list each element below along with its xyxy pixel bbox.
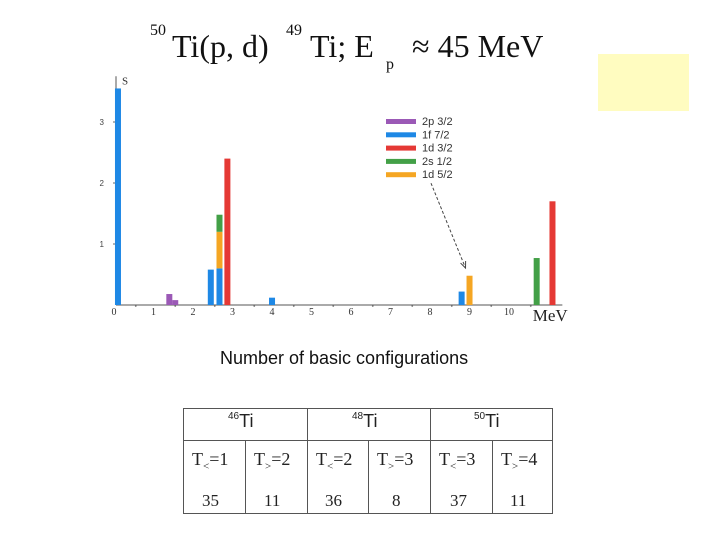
configuration-table: 46Ti 48Ti 50Ti T<=1 T>=2 T<=2 T>=3 T<=3 … bbox=[183, 408, 553, 514]
bar-1f-7-2 bbox=[216, 268, 223, 305]
spectroscopic-factor-chart: S 1 2 3 0 1 2 3 4 5 6 7 8 9 10 MeV 2p 3/21f 7/2 1d 3/22s … bbox=[100, 75, 569, 325]
bar-1f-7-2 bbox=[207, 269, 214, 305]
bar-1f-7-2 bbox=[458, 291, 465, 305]
x-tick-label: 8 bbox=[428, 307, 433, 318]
legend-label: 2p 3/2 bbox=[422, 116, 453, 128]
title-nucleus: Ti; E bbox=[310, 28, 374, 64]
x-unit-label: MeV bbox=[533, 306, 569, 325]
legend-swatch bbox=[386, 158, 416, 164]
bar-1f-7-2 bbox=[114, 88, 121, 305]
title-mass-a: 50 bbox=[150, 22, 166, 39]
x-tick-label: 2 bbox=[191, 307, 196, 318]
bar-1d-5-2 bbox=[466, 275, 473, 305]
table-divider bbox=[245, 440, 246, 513]
bar-2p-3-2 bbox=[166, 294, 173, 305]
table-divider bbox=[430, 409, 431, 513]
bar-1d-3-2 bbox=[224, 158, 231, 305]
x-minor-tick bbox=[450, 305, 453, 307]
title-mass-b: 49 bbox=[286, 22, 302, 39]
x-minor-tick bbox=[213, 305, 216, 307]
legend-swatch bbox=[386, 119, 416, 124]
x-tick-label: 6 bbox=[349, 307, 354, 318]
bar-2s-1-2 bbox=[216, 214, 223, 232]
x-tick-label: 0 bbox=[112, 307, 117, 318]
title-subscript: p bbox=[386, 56, 394, 73]
x-tick-label: 1 bbox=[151, 307, 156, 318]
y-tick-label: 1 bbox=[100, 240, 105, 249]
nucleus-header: 50Ti bbox=[474, 411, 500, 431]
bar-1f-7-2 bbox=[269, 297, 276, 305]
x-tick-label: 5 bbox=[309, 307, 314, 318]
x-minor-tick bbox=[253, 305, 256, 307]
annotation-arrow bbox=[430, 183, 466, 269]
legend-swatch bbox=[386, 172, 416, 178]
legend-label: 1f 7/2 bbox=[422, 129, 450, 141]
isospin-label: T<=1 bbox=[192, 449, 229, 473]
configuration-count: 11 bbox=[264, 491, 281, 510]
configuration-count: 36 bbox=[325, 491, 342, 510]
x-minor-tick bbox=[292, 305, 295, 307]
y-tick-label: 2 bbox=[100, 179, 105, 188]
bar-1d-3-2 bbox=[549, 201, 556, 305]
x-minor-tick bbox=[134, 305, 137, 307]
x-tick-label: 4 bbox=[270, 307, 275, 318]
highlight-box bbox=[598, 54, 689, 111]
annotation-arrowhead bbox=[460, 260, 467, 270]
isospin-label: T<=2 bbox=[316, 449, 353, 473]
configuration-count: 37 bbox=[450, 491, 467, 510]
bar-1d-5-2 bbox=[216, 231, 223, 269]
table-divider bbox=[368, 440, 369, 513]
table-caption: Number of basic configurations bbox=[220, 348, 469, 368]
nucleus-header: 48Ti bbox=[352, 411, 378, 431]
isospin-label: T>=4 bbox=[501, 449, 538, 473]
x-minor-tick bbox=[411, 305, 414, 307]
x-tick-label: 9 bbox=[467, 307, 472, 318]
configuration-count: 35 bbox=[202, 491, 219, 510]
legend-label: 1d 3/2 bbox=[422, 143, 453, 155]
legend-swatch bbox=[386, 145, 416, 151]
x-tick-label: 3 bbox=[230, 307, 235, 318]
title-reaction: Ti(p, d) bbox=[172, 28, 269, 64]
configuration-count: 8 bbox=[392, 491, 401, 510]
table-divider bbox=[492, 440, 493, 513]
x-minor-tick bbox=[332, 305, 335, 307]
nucleus-header: 46Ti bbox=[228, 411, 254, 431]
bar-2s-1-2 bbox=[533, 258, 540, 305]
y-axis-label: S bbox=[122, 75, 128, 87]
x-minor-tick bbox=[371, 305, 374, 307]
chart-title: 50 Ti(p, d) 49 Ti; E p ≈ 45 MeV bbox=[150, 14, 580, 74]
legend-swatch bbox=[386, 132, 416, 138]
x-tick-label: 10 bbox=[504, 307, 514, 318]
legend-label: 1d 5/2 bbox=[422, 169, 453, 181]
x-minor-tick bbox=[529, 305, 532, 307]
configuration-count: 11 bbox=[510, 491, 527, 510]
legend-label: 2s 1/2 bbox=[422, 156, 452, 168]
x-minor-tick bbox=[174, 305, 177, 307]
bar-2p-3-2 bbox=[172, 300, 179, 305]
y-tick-label: 3 bbox=[100, 118, 105, 127]
isospin-label: T>=3 bbox=[377, 449, 414, 473]
isospin-label: T<=3 bbox=[439, 449, 476, 473]
table-divider bbox=[307, 409, 308, 513]
isospin-label: T>=2 bbox=[254, 449, 291, 473]
title-energy: ≈ 45 MeV bbox=[412, 28, 544, 64]
x-tick-label: 7 bbox=[388, 307, 393, 318]
x-minor-tick bbox=[490, 305, 493, 307]
